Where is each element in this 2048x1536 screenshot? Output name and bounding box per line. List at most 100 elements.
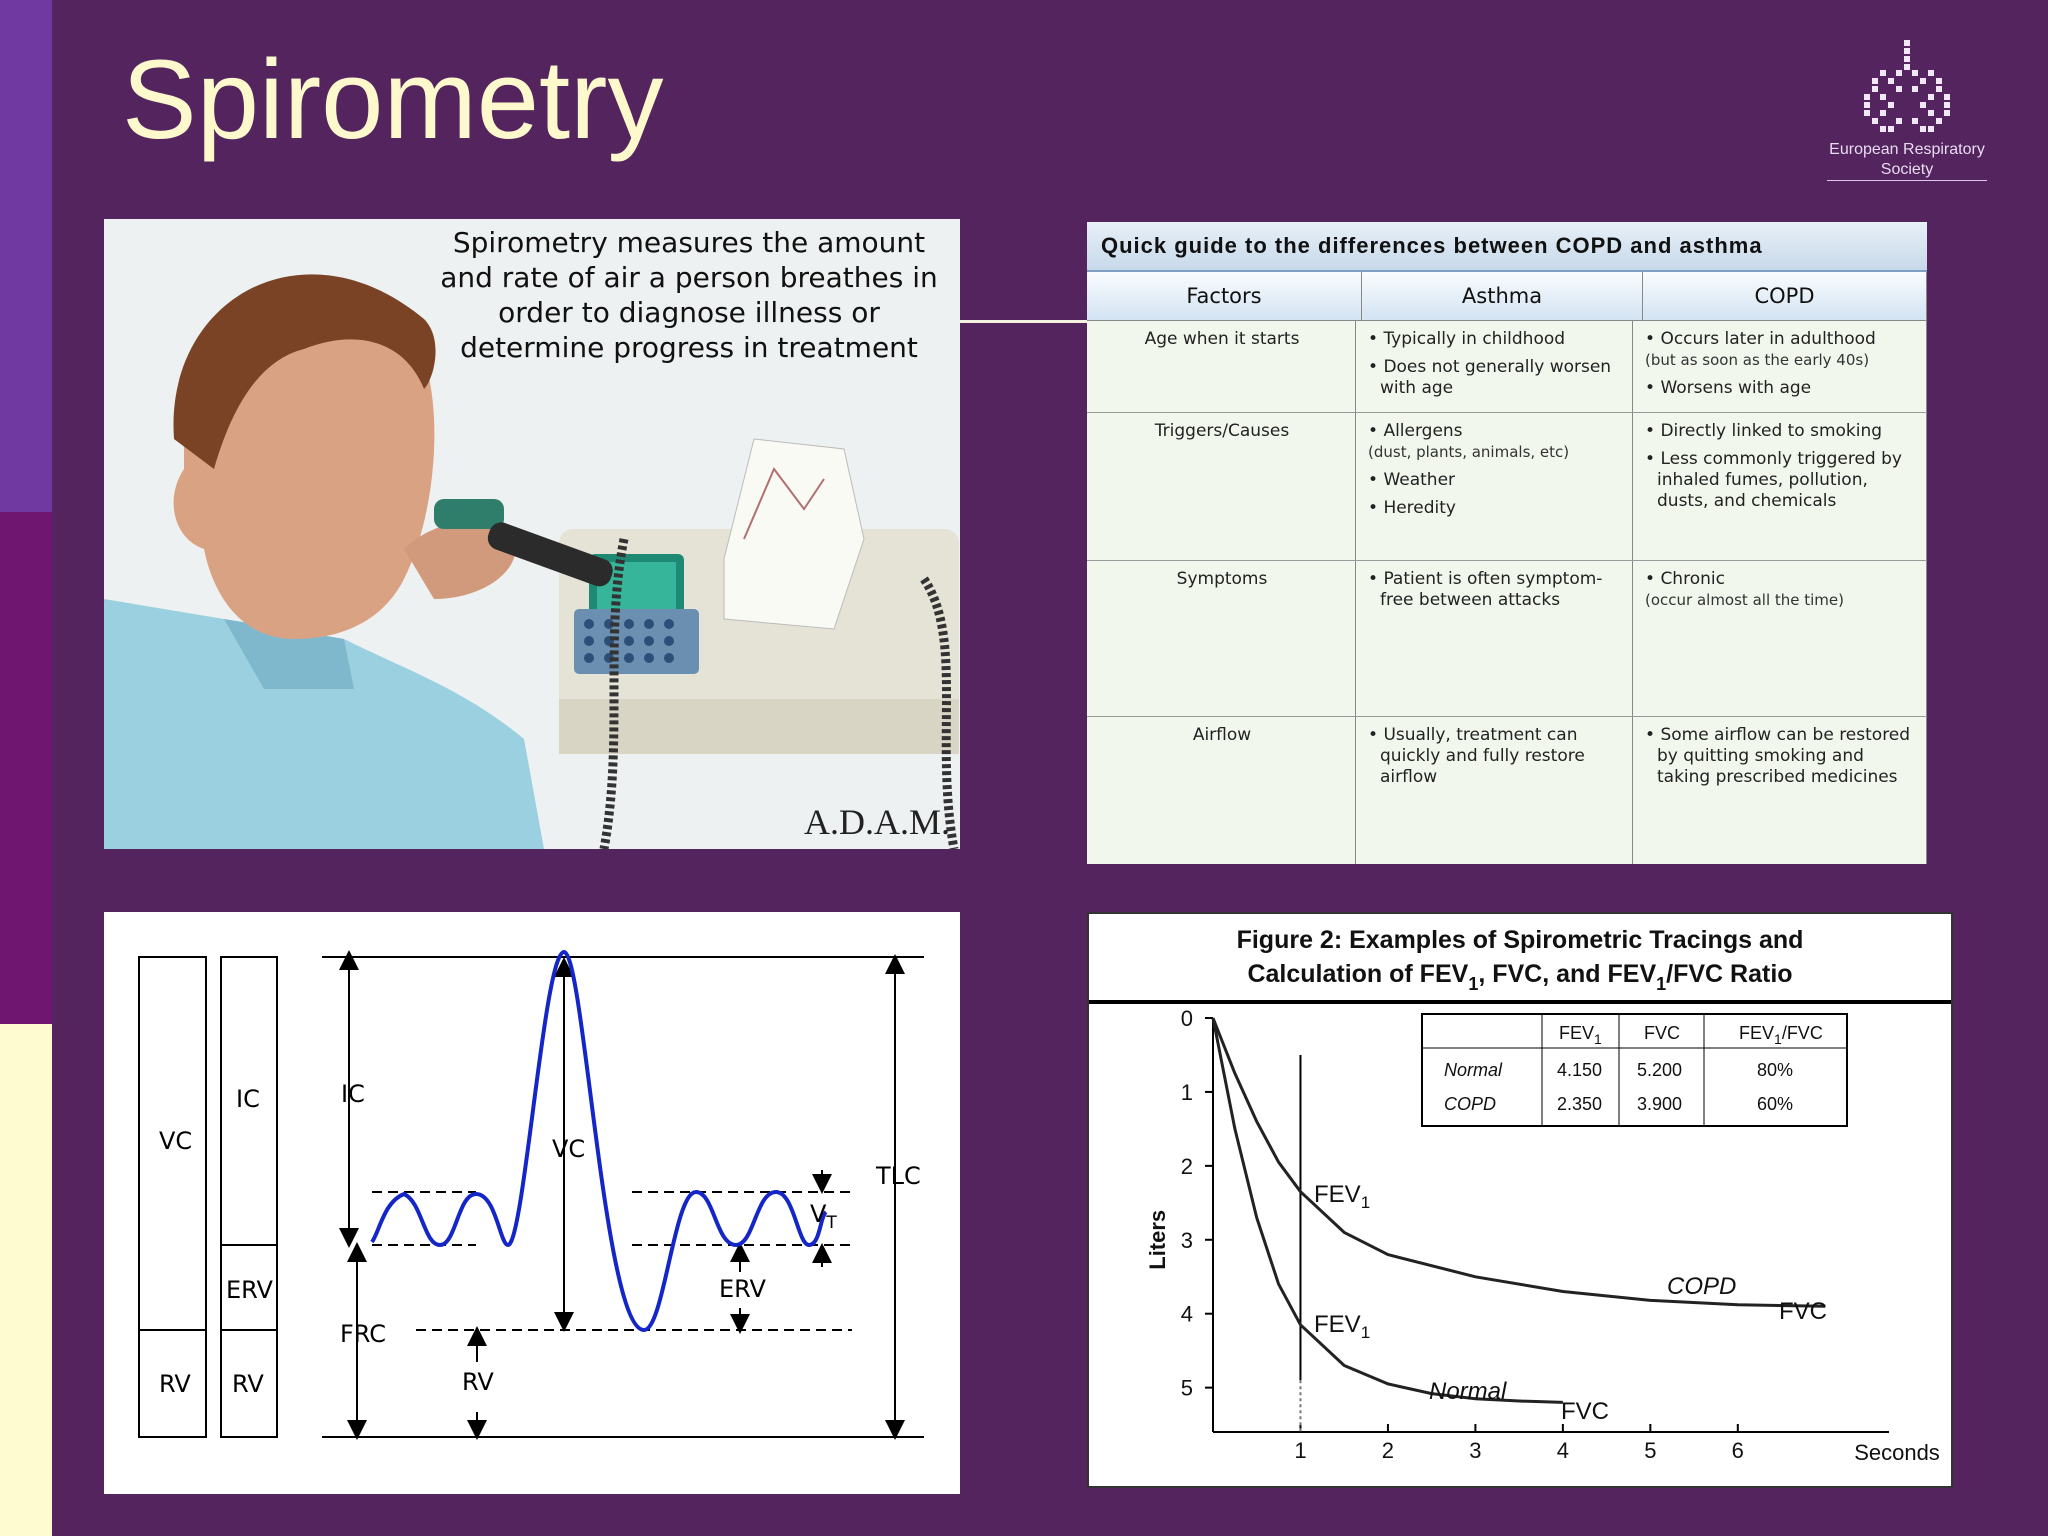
guide-bullet: • Chronic (occur almost all the time) [1641, 569, 1920, 611]
guide-title: Quick guide to the differences between C… [1087, 222, 1927, 272]
figure2-chart: Figure 2: Examples of Spirometric Tracin… [1089, 926, 1951, 1465]
table-copd-ratio: 60% [1757, 1094, 1793, 1114]
y-tick-label: 1 [1181, 1080, 1193, 1105]
guide-bullet-note: (occur almost all the time) [1645, 591, 1844, 609]
table-normal-ratio: 80% [1757, 1060, 1793, 1080]
header-factors: Factors [1087, 272, 1362, 321]
figure2-title-line1: Figure 2: Examples of Spirometric Tracin… [1237, 926, 1804, 954]
connector-line [960, 320, 1087, 323]
results-table: FEV1 FVC FEV1/FVC Normal 4.150 5.200 80%… [1421, 1013, 1848, 1127]
curve-normal [1211, 1017, 1563, 1404]
figure2-title-line2: Calculation of FEV1, FVC, and FEV1/FVC R… [1247, 960, 1792, 994]
patient-spirometer-illustration [104, 219, 960, 849]
x-tick-label: 3 [1469, 1438, 1481, 1463]
rv-label: RV [462, 1368, 494, 1396]
accent-strip-middle [0, 512, 52, 1024]
vc-bar [138, 956, 207, 1438]
table-header-fev1: FEV1 [1559, 1023, 1602, 1047]
guide-bullet-text: Patient is often symptom-free between at… [1380, 569, 1603, 610]
guide-bullet: • Does not generally worsen with age [1368, 357, 1612, 398]
x-axis-label: Seconds [1854, 1440, 1940, 1465]
bar1-rv-label: RV [159, 1370, 191, 1398]
normal-fev1-label: FEV1 [1314, 1311, 1370, 1342]
guide-bullet-text: Weather [1383, 470, 1456, 490]
x-tick-label: 5 [1644, 1438, 1656, 1463]
table-row-copd-label: COPD [1444, 1094, 1496, 1114]
lungs-icon [1864, 40, 1950, 132]
guide-bullet: • Directly linked to smoking [1645, 421, 1883, 441]
copd-curve-label: COPD [1667, 1273, 1736, 1300]
guide-asthma-cell: • Patient is often symptom-free between … [1355, 560, 1633, 717]
guide-bullet: • Allergens (dust, plants, animals, etc) [1364, 421, 1626, 463]
guide-bullet: • Weather [1368, 470, 1456, 490]
guide-bullet: • Less commonly triggered by inhaled fum… [1645, 449, 1902, 511]
guide-factor-cell: Triggers/Causes [1087, 412, 1356, 561]
x-tick-label: 6 [1732, 1438, 1744, 1463]
y-axis-label: Liters [1145, 1210, 1170, 1270]
table-header-fvc: FVC [1644, 1023, 1680, 1043]
guide-bullet-text: Occurs later in adulthood [1660, 329, 1876, 349]
accent-strip-bottom [0, 1024, 52, 1536]
guide-row: Symptoms • Patient is often symptom-free … [1087, 560, 1927, 717]
guide-row: Age when it starts • Typically in childho… [1087, 321, 1927, 413]
x-tick-label: 4 [1557, 1438, 1569, 1463]
x-tick-label: 1 [1294, 1438, 1306, 1463]
guide-factor-cell: Symptoms [1087, 560, 1356, 717]
y-tick-label: 4 [1181, 1302, 1193, 1327]
guide-body-table: Age when it starts • Typically in childho… [1087, 321, 1927, 864]
adam-credit: A.D.A.M. [803, 802, 950, 842]
guide-bullet-text: Heredity [1383, 498, 1456, 518]
spirometry-photo-panel: Spirometry measures the amount and rate … [104, 219, 960, 849]
guide-factor-cell: Airflow [1087, 716, 1356, 864]
y-tick-label: 2 [1181, 1154, 1193, 1179]
logo-underline [1827, 180, 1987, 181]
guide-bullet-text: Worsens with age [1660, 378, 1812, 398]
guide-bullet-text: Some airflow can be restored by quitting… [1657, 725, 1911, 787]
tlc-label: TLC [875, 1162, 921, 1190]
table-copd-fvc: 3.900 [1637, 1094, 1682, 1114]
guide-bullet: • Patient is often symptom-free between … [1368, 569, 1603, 610]
guide-body: Age when it starts • Typically in childho… [1087, 321, 1927, 864]
y-tick-label: 3 [1181, 1228, 1193, 1253]
volume-tracing [370, 949, 828, 1333]
guide-copd-cell: • Directly linked to smoking • Less commo… [1632, 412, 1927, 561]
guide-bullet-text: Typically in childhood [1383, 329, 1566, 349]
guide-bullet: • Worsens with age [1645, 378, 1812, 398]
guide-bullet-text: Usually, treatment can quickly and fully… [1380, 725, 1585, 787]
guide-copd-cell: • Some airflow can be restored by quitti… [1632, 716, 1927, 864]
guide-header-row: Factors Asthma COPD [1087, 272, 1927, 321]
erv-label: ERV [719, 1275, 767, 1303]
bar2-rv-label: RV [232, 1370, 264, 1398]
accent-strip-top [0, 0, 52, 512]
guide-bullet-text: Does not generally worsen with age [1380, 357, 1612, 398]
figure2-panel: Figure 2: Examples of Spirometric Tracin… [1087, 912, 1953, 1488]
lung-volumes-diagram: VC RV IC ERV RV IC VC TLC VT ERV FRC RV [138, 949, 924, 1440]
guide-row: Airflow • Usually, treatment can quickly … [1087, 716, 1927, 864]
bar2-erv-label: ERV [226, 1276, 274, 1304]
guide-bullet: • Heredity [1368, 498, 1456, 518]
guide-bullet-text: Directly linked to smoking [1660, 421, 1883, 441]
table-header-ratio: FEV1/FVC [1739, 1023, 1823, 1047]
guide-bullet: • Some airflow can be restored by quitti… [1645, 725, 1911, 787]
ers-logo: European Respiratory Society [1818, 40, 1996, 195]
guide-copd-cell: • Chronic (occur almost all the time) [1632, 560, 1927, 717]
vt-label: VT [810, 1200, 837, 1233]
bar2-ic-label: IC [236, 1085, 260, 1113]
normal-curve-label: Normal [1429, 1378, 1507, 1405]
copd-asthma-guide-panel: Quick guide to the differences between C… [1087, 222, 1927, 864]
frc-label: FRC [340, 1320, 386, 1348]
guide-bullet: • Typically in childhood [1368, 329, 1566, 349]
guide-bullet-text: Less commonly triggered by inhaled fumes… [1657, 449, 1902, 511]
ers-logo-text: European Respiratory Society [1829, 141, 1985, 178]
bar1-vc-label: VC [159, 1127, 192, 1155]
header-asthma: Asthma [1361, 272, 1643, 321]
guide-bullet-note: (dust, plants, animals, etc) [1368, 443, 1570, 461]
header-copd: COPD [1642, 272, 1927, 321]
guide-asthma-cell: • Usually, treatment can quickly and ful… [1355, 716, 1633, 864]
guide-factor-cell: Age when it starts [1087, 321, 1356, 413]
table-copd-fev1: 2.350 [1557, 1094, 1602, 1114]
y-tick-label: 5 [1181, 1376, 1193, 1401]
curve-copd [1211, 1017, 1826, 1308]
guide-bullet-note: (but as soon as the early 40s) [1645, 351, 1870, 369]
table-normal-fev1: 4.150 [1557, 1060, 1602, 1080]
